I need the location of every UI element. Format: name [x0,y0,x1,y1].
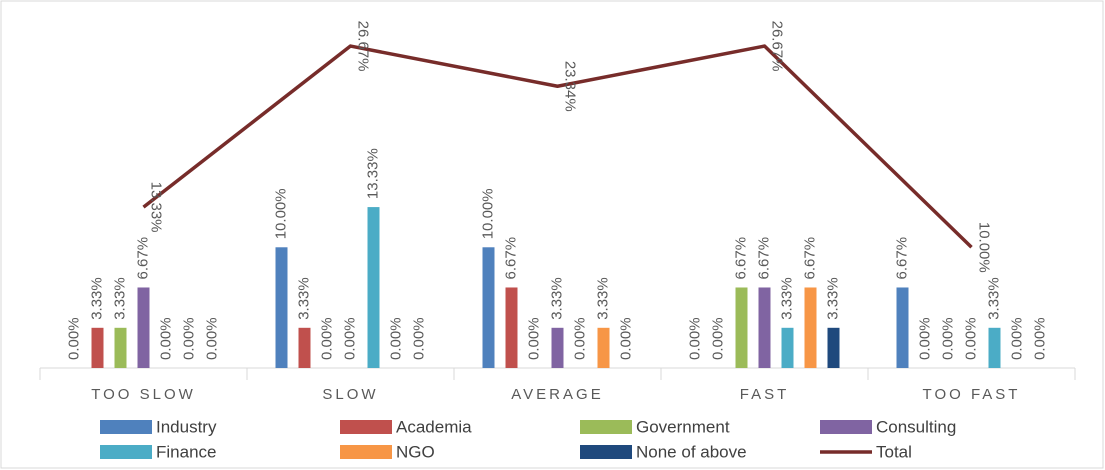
x-tick-label: TOO SLOW [91,386,196,403]
data-label: 6.67% [801,237,818,280]
data-label: 3.33% [548,277,565,320]
data-label: 13.33% [364,148,381,199]
legend-label: Government [636,417,730,436]
legend-swatch [100,420,152,434]
data-label: 6.67% [893,237,910,280]
legend-swatch [340,445,392,459]
bar [597,327,610,368]
bar [551,327,564,368]
legend-label: None of above [636,442,747,461]
data-label: 0.00% [180,317,197,360]
legend-label: Consulting [876,417,956,436]
legend-label: Finance [156,442,216,461]
data-label: 10.00% [272,188,289,239]
bar [827,327,840,368]
bar [298,327,311,368]
legend-swatch [340,420,392,434]
x-tick-label: AVERAGE [511,386,603,403]
bar [988,327,1001,368]
data-label: 23.34% [562,61,579,112]
data-label: 0.00% [939,317,956,360]
bar [896,287,909,368]
data-label: 0.00% [1008,317,1025,360]
data-label: 0.00% [341,317,358,360]
data-label: 0.00% [410,317,427,360]
data-label: 0.00% [916,317,933,360]
data-label: 3.33% [594,277,611,320]
total-line [142,44,973,249]
bar [367,207,380,368]
legend-label: Total [876,442,912,461]
data-label: 13.33% [148,182,165,233]
data-label: 0.00% [203,317,220,360]
data-label: 6.67% [732,237,749,280]
legend-swatch [580,445,632,459]
data-label: 0.00% [387,317,404,360]
data-label: 0.00% [686,317,703,360]
data-label: 3.33% [88,277,105,320]
data-label: 10.00% [976,222,993,273]
bar [275,247,288,368]
data-label: 26.67% [769,21,786,72]
x-tick-label: FAST [740,386,790,403]
data-label: 0.00% [962,317,979,360]
data-label: 3.33% [111,277,128,320]
legend-swatch [580,420,632,434]
data-label: 3.33% [778,277,795,320]
bar [482,247,495,368]
data-label: 0.00% [157,317,174,360]
bar [758,287,771,368]
bar [114,327,127,368]
bar [505,287,518,368]
data-label: 0.00% [65,317,82,360]
data-label: 26.67% [355,21,372,72]
data-label: 0.00% [525,317,542,360]
bar [804,287,817,368]
x-tick-label: SLOW [322,386,378,403]
data-label: 0.00% [617,317,634,360]
data-label: 3.33% [824,277,841,320]
legend-label: NGO [396,442,435,461]
data-label: 3.33% [985,277,1002,320]
legend-swatch [100,445,152,459]
data-label: 6.67% [134,237,151,280]
data-label: 0.00% [318,317,335,360]
legend-label: Industry [156,417,217,436]
bar [735,287,748,368]
bar [137,287,150,368]
data-label: 0.00% [571,317,588,360]
data-label: 10.00% [479,188,496,239]
data-label: 0.00% [1031,317,1048,360]
data-label: 6.67% [502,237,519,280]
data-label: 3.33% [295,277,312,320]
x-tick-label: TOO FAST [923,386,1021,403]
data-label: 6.67% [755,237,772,280]
data-label: 0.00% [709,317,726,360]
legend-swatch [820,420,872,434]
bar [91,327,104,368]
legend-label: Academia [396,417,472,436]
bar [781,327,794,368]
